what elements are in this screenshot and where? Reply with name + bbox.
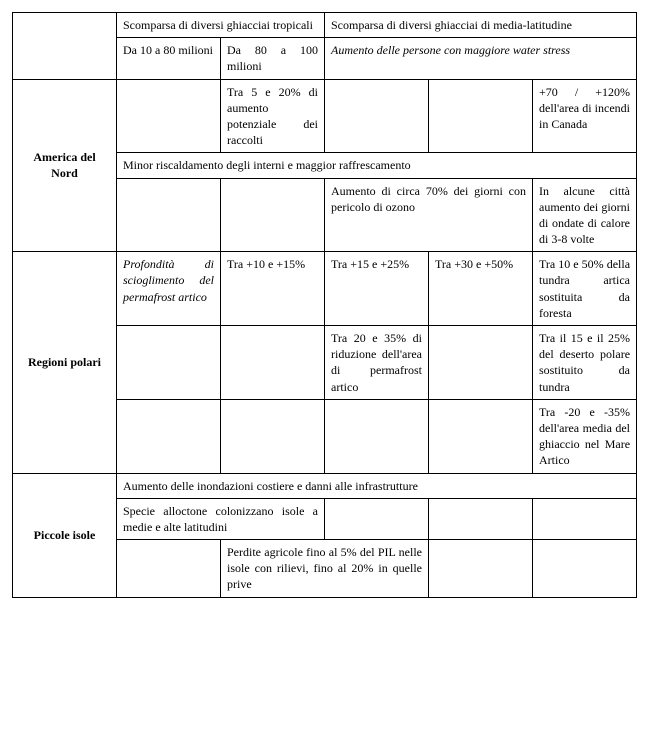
cell: Tra 5 e 20% di aumento potenziale dei ra… (221, 79, 325, 153)
table-row: Regioni polari Profondità di sciogliment… (13, 252, 637, 326)
cell-empty (429, 79, 533, 153)
cell: Tra +15 e +25% (325, 252, 429, 326)
cell: +70 / +120% dell'area di incendi in Cana… (533, 79, 637, 153)
cell: Scomparsa di diversi ghiacciai di media-… (325, 13, 637, 38)
cell-empty (325, 399, 429, 473)
cell: Tra +10 e +15% (221, 252, 325, 326)
cell: Perdite agricole fino al 5% del PIL nell… (221, 540, 429, 598)
region-header-blank (13, 13, 117, 80)
region-header-america: America del Nord (13, 79, 117, 252)
cell: Minor riscaldamento degli interni e magg… (117, 153, 637, 178)
cell-empty (325, 498, 429, 539)
cell: Tra -20 e -35% dell'area media del ghiac… (533, 399, 637, 473)
region-header-isole: Piccole isole (13, 473, 117, 597)
region-header-polari: Regioni polari (13, 252, 117, 473)
cell-empty (429, 498, 533, 539)
cell-empty (221, 178, 325, 252)
table-row: Scomparsa di diversi ghiacciai tropicali… (13, 13, 637, 38)
impacts-table: Scomparsa di diversi ghiacciai tropicali… (12, 12, 637, 598)
table-row: Piccole isole Aumento delle inondazioni … (13, 473, 637, 498)
cell: Tra il 15 e il 25% del deserto polare so… (533, 326, 637, 400)
cell-empty (429, 540, 533, 598)
cell-empty (429, 326, 533, 400)
cell-empty (533, 540, 637, 598)
cell-empty (117, 540, 221, 598)
cell-empty (117, 399, 221, 473)
cell: Specie alloctone colonizzano isole a med… (117, 498, 325, 539)
cell: Da 10 a 80 milioni (117, 38, 221, 79)
cell: Tra 10 e 50% della tundra artica sostitu… (533, 252, 637, 326)
cell: Profondità di scioglimento del permafros… (117, 252, 221, 326)
cell-empty (221, 326, 325, 400)
cell-empty (117, 79, 221, 153)
cell-empty (429, 399, 533, 473)
table-row: America del Nord Tra 5 e 20% di aumento … (13, 79, 637, 153)
cell-empty (221, 399, 325, 473)
cell: Aumento di circa 70% dei giorni con peri… (325, 178, 533, 252)
cell: Scomparsa di diversi ghiacciai tropicali (117, 13, 325, 38)
cell: Tra 20 e 35% di riduzione dell'area di p… (325, 326, 429, 400)
cell-empty (117, 178, 221, 252)
cell-empty (325, 79, 429, 153)
cell: Aumento delle persone con maggiore water… (325, 38, 637, 79)
cell: Tra +30 e +50% (429, 252, 533, 326)
cell: In alcune città aumento dei giorni di on… (533, 178, 637, 252)
cell: Da 80 a 100 milioni (221, 38, 325, 79)
cell: Aumento delle inondazioni costiere e dan… (117, 473, 637, 498)
cell-empty (533, 498, 637, 539)
cell-empty (117, 326, 221, 400)
